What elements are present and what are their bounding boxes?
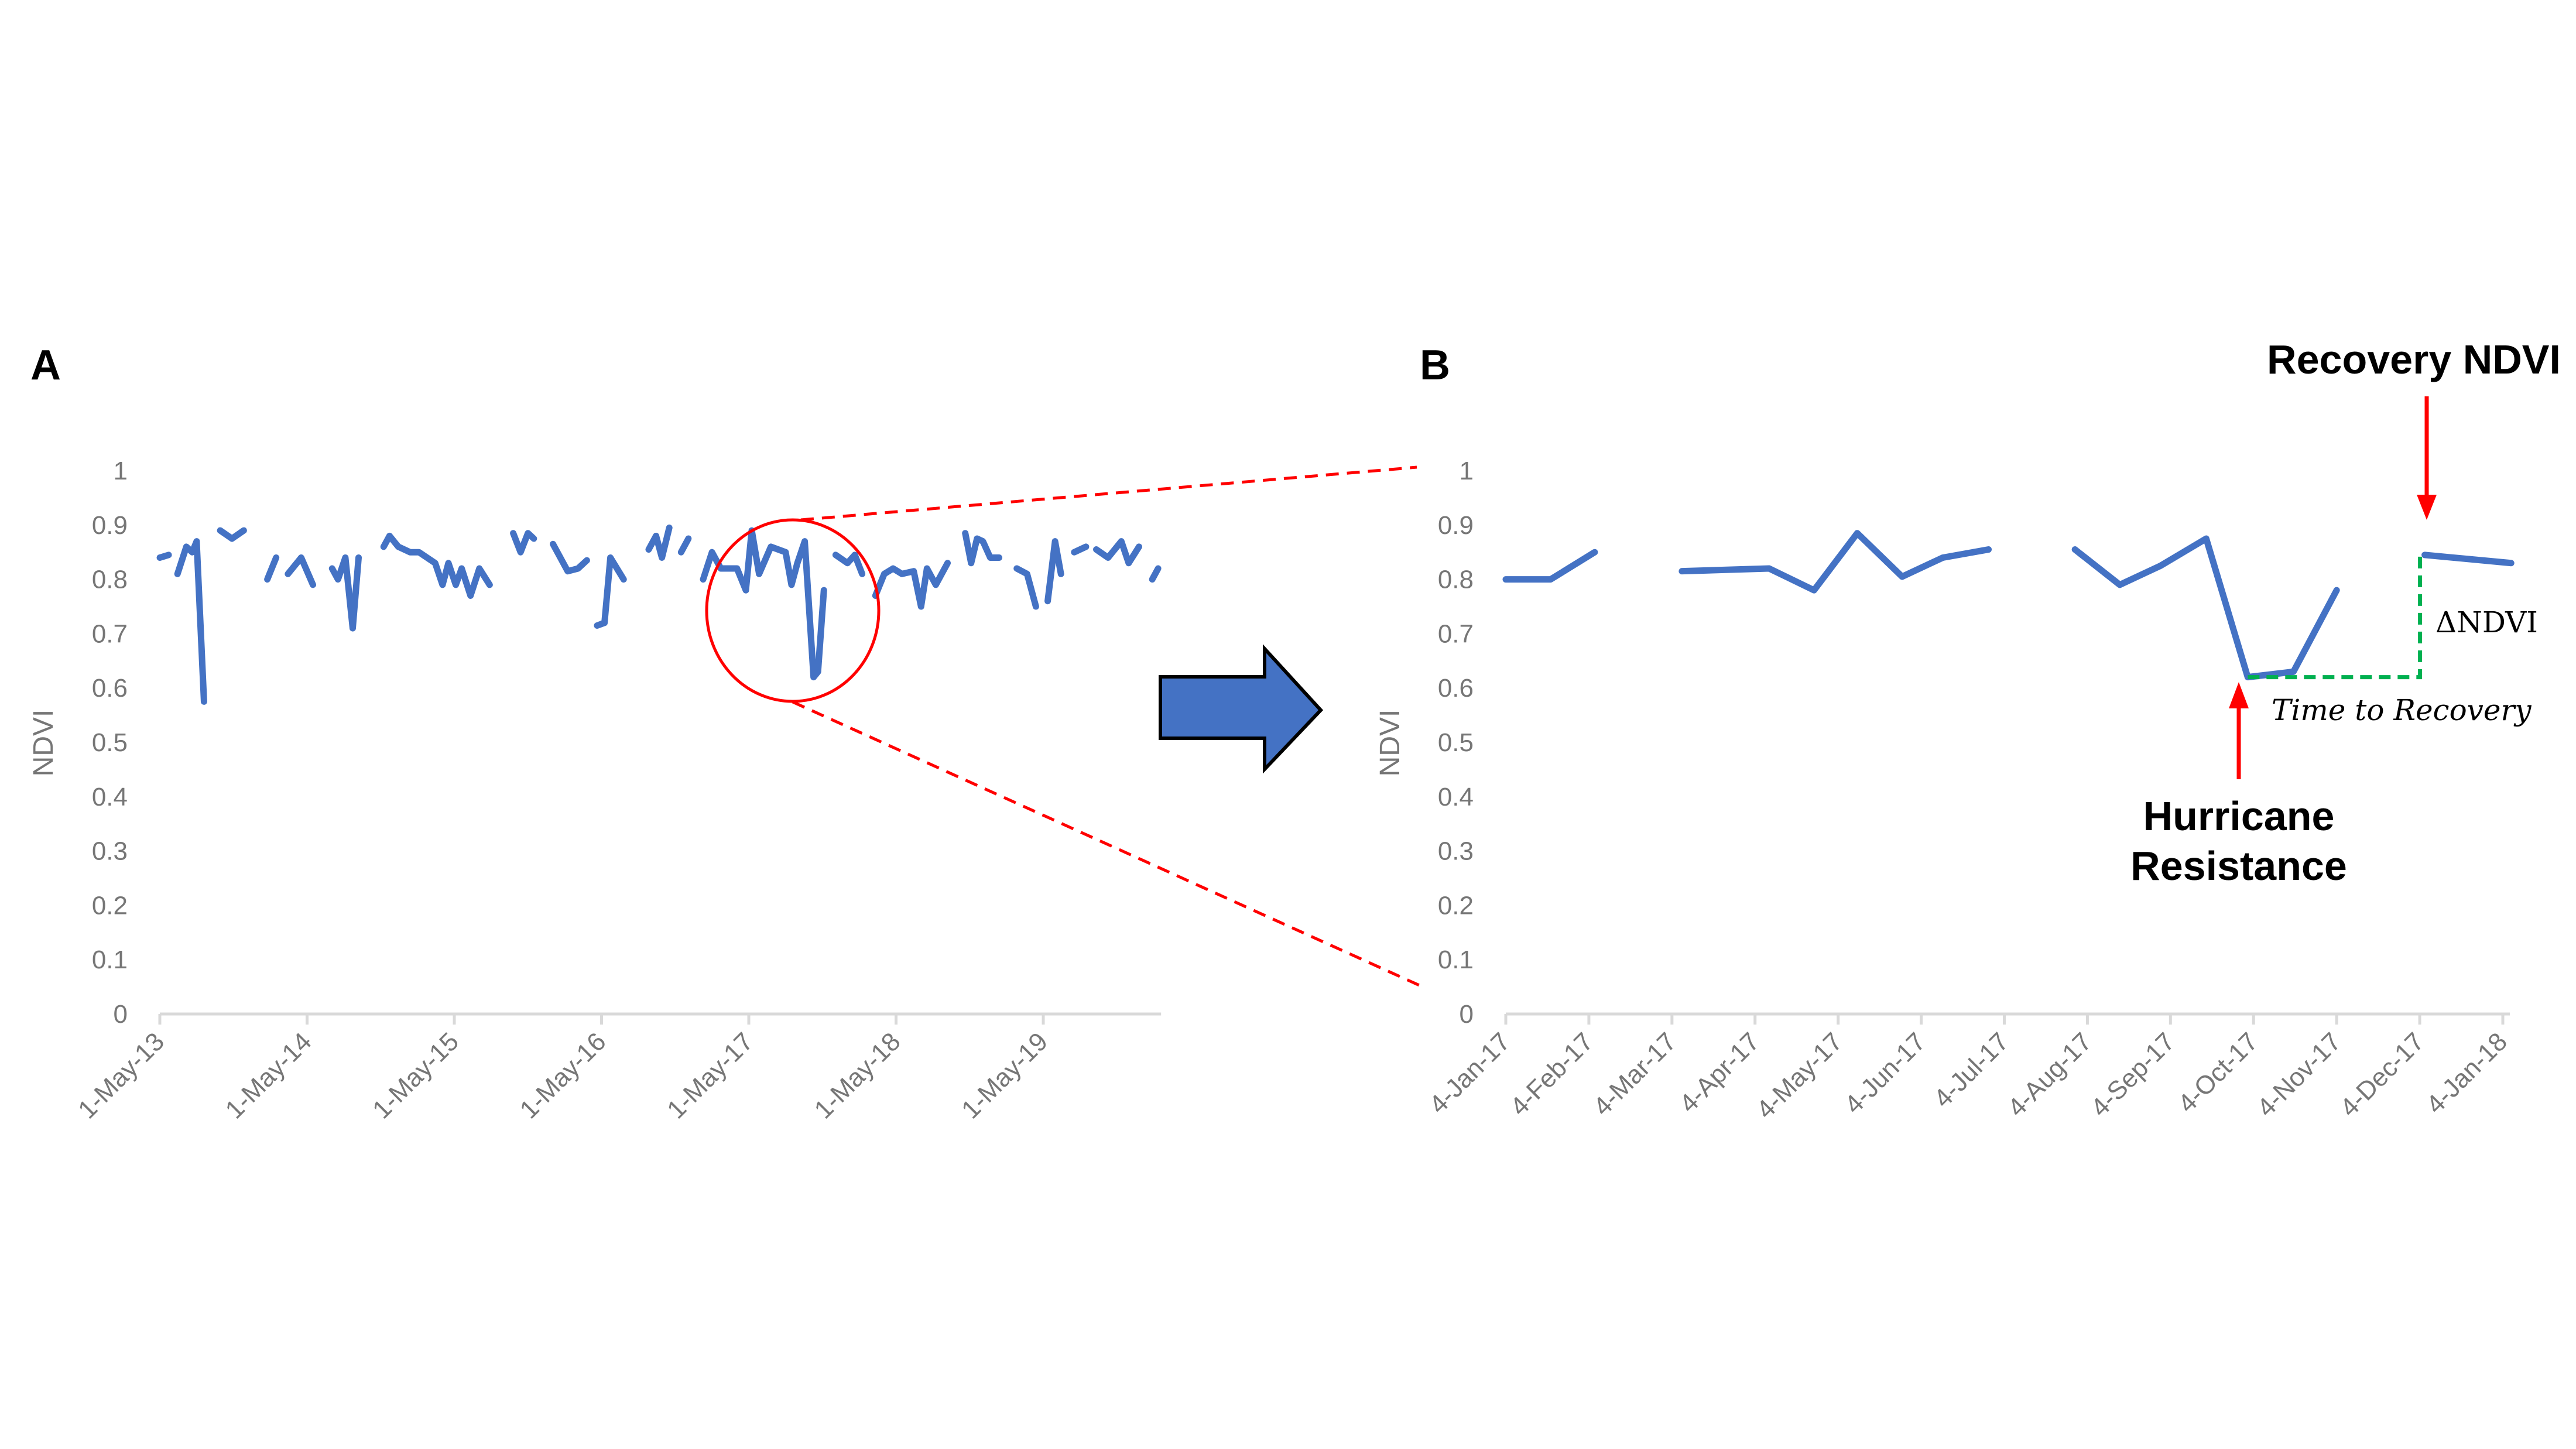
panel-label-b: B <box>1420 342 1450 389</box>
ndvi-series-segment <box>2421 551 2515 567</box>
ndvi-series-segment <box>1502 549 1598 583</box>
panel-label-a: A <box>30 342 61 389</box>
ndvi-series-segment <box>832 551 866 577</box>
ndvi-series-segment <box>156 551 172 561</box>
y-tick-label: 0.9 <box>92 511 128 540</box>
y-tick-label: 0 <box>1460 1000 1474 1029</box>
y-tick-label: 0.2 <box>92 891 128 920</box>
delta-ndvi-label: ΔNDVI <box>2435 605 2538 639</box>
resistance-label: Resistance <box>2130 843 2347 889</box>
y-tick-label: 0.1 <box>1438 946 1474 974</box>
y-tick-label: 0.3 <box>1438 837 1474 866</box>
ndvi-series-segment <box>872 560 951 610</box>
zoom-line-top <box>800 465 1417 522</box>
y-tick-label: 0 <box>114 1000 128 1029</box>
y-axis-label: NDVI <box>1375 710 1406 777</box>
y-tick-label: 0.3 <box>92 837 128 866</box>
y-tick-label: 0.7 <box>1438 619 1474 648</box>
recovery-ndvi-label: Recovery NDVI <box>2267 337 2561 382</box>
ndvi-series-segment <box>1093 538 1142 567</box>
y-tick-label: 0.5 <box>92 728 128 757</box>
ndvi-series-segment <box>174 538 207 705</box>
panel-b-annotations: Recovery NDVI ΔNDVI Time to Recovery Hur… <box>2130 337 2561 889</box>
y-tick-label: 0.6 <box>92 674 128 703</box>
y-tick-label: 1 <box>114 457 128 485</box>
ndvi-series-segment <box>285 554 317 588</box>
zoom-circle <box>705 518 881 703</box>
ndvi-series-segment <box>1071 543 1090 556</box>
y-tick-label: 0.9 <box>1438 511 1474 540</box>
ndvi-series-segment <box>380 532 493 599</box>
ndvi-series-segment <box>2071 535 2340 681</box>
y-tick-label: 1 <box>1460 457 1474 485</box>
y-tick-label: 0.2 <box>1438 891 1474 920</box>
ndvi-series-segment <box>594 554 627 629</box>
y-tick-label: 0.4 <box>1438 783 1474 811</box>
ndvi-series-segment <box>328 554 362 632</box>
ndvi-series-segment <box>1044 538 1064 605</box>
right-arrow-icon <box>1159 644 1324 774</box>
hurricane-label: Hurricane <box>2143 793 2335 839</box>
y-tick-label: 0.5 <box>1438 728 1474 757</box>
y-tick-label: 0.7 <box>92 619 128 648</box>
ndvi-series-segment <box>677 535 692 556</box>
zoom-line-bottom <box>792 700 1424 989</box>
y-tick-label: 0.6 <box>1438 674 1474 703</box>
resistance-arrow-icon <box>2229 682 2249 708</box>
delta-ndvi-bracket <box>2248 554 2423 680</box>
y-tick-label: 0.8 <box>1438 566 1474 594</box>
y-tick-label: 0.4 <box>92 783 128 811</box>
recovery-arrow-icon <box>2417 495 2437 520</box>
y-tick-label: 0.1 <box>92 946 128 974</box>
y-tick-label: 0.8 <box>92 566 128 594</box>
ndvi-series-segment <box>1678 530 1992 594</box>
ndvi-series-segment <box>217 527 247 542</box>
ndvi-series-segment <box>550 540 590 575</box>
ndvi-series-segment <box>1149 565 1162 583</box>
ndvi-series-segment <box>962 530 1003 567</box>
ndvi-series-segment <box>700 527 827 681</box>
ndvi-series-segment <box>1013 565 1039 610</box>
y-axis-label: NDVI <box>28 710 59 777</box>
ndvi-series-segment <box>264 554 280 583</box>
ndvi-series-segment <box>510 530 537 556</box>
time-to-recovery-label: Time to Recovery <box>2272 693 2532 727</box>
ndvi-series-segment <box>645 524 673 561</box>
